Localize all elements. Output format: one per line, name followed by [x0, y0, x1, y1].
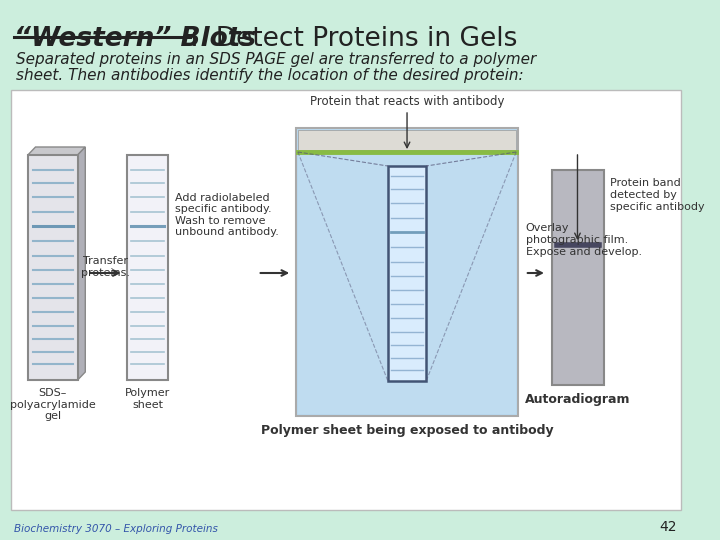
Bar — [298, 130, 516, 150]
Bar — [11, 90, 681, 510]
Text: Separated proteins in an SDS PAGE gel are transferred to a polymer: Separated proteins in an SDS PAGE gel ar… — [17, 52, 536, 67]
Bar — [127, 155, 168, 380]
Text: SDS–
polyacrylamide
gel: SDS– polyacrylamide gel — [10, 388, 96, 421]
Bar — [298, 154, 516, 414]
Text: :  Detect Proteins in Gels: : Detect Proteins in Gels — [189, 26, 517, 52]
Text: Polymer
sheet: Polymer sheet — [125, 388, 170, 410]
Text: “Western” Blots: “Western” Blots — [14, 26, 256, 52]
Text: Protein band
detected by
specific antibody: Protein band detected by specific antibo… — [610, 178, 705, 212]
Polygon shape — [28, 147, 85, 155]
Text: Polymer sheet being exposed to antibody: Polymer sheet being exposed to antibody — [261, 424, 554, 437]
Text: 42: 42 — [660, 520, 677, 534]
Text: Protein that reacts with antibody: Protein that reacts with antibody — [310, 95, 504, 108]
Text: Autoradiogram: Autoradiogram — [525, 393, 630, 406]
Polygon shape — [78, 147, 85, 380]
Bar — [388, 166, 426, 381]
Text: Biochemistry 3070 – Exploring Proteins: Biochemistry 3070 – Exploring Proteins — [14, 524, 218, 534]
Bar — [28, 155, 78, 380]
Text: Transfer
proteins.: Transfer proteins. — [81, 256, 130, 278]
Text: Overlay
photographic film.
Expose and develop.: Overlay photographic film. Expose and de… — [526, 224, 642, 256]
Text: sheet. Then antibodies identify the location of the desired protein:: sheet. Then antibodies identify the loca… — [17, 68, 524, 83]
Text: Add radiolabeled
specific antibody.
Wash to remove
unbound antibody.: Add radiolabeled specific antibody. Wash… — [175, 193, 279, 238]
Bar — [296, 128, 518, 416]
Bar — [552, 170, 604, 385]
